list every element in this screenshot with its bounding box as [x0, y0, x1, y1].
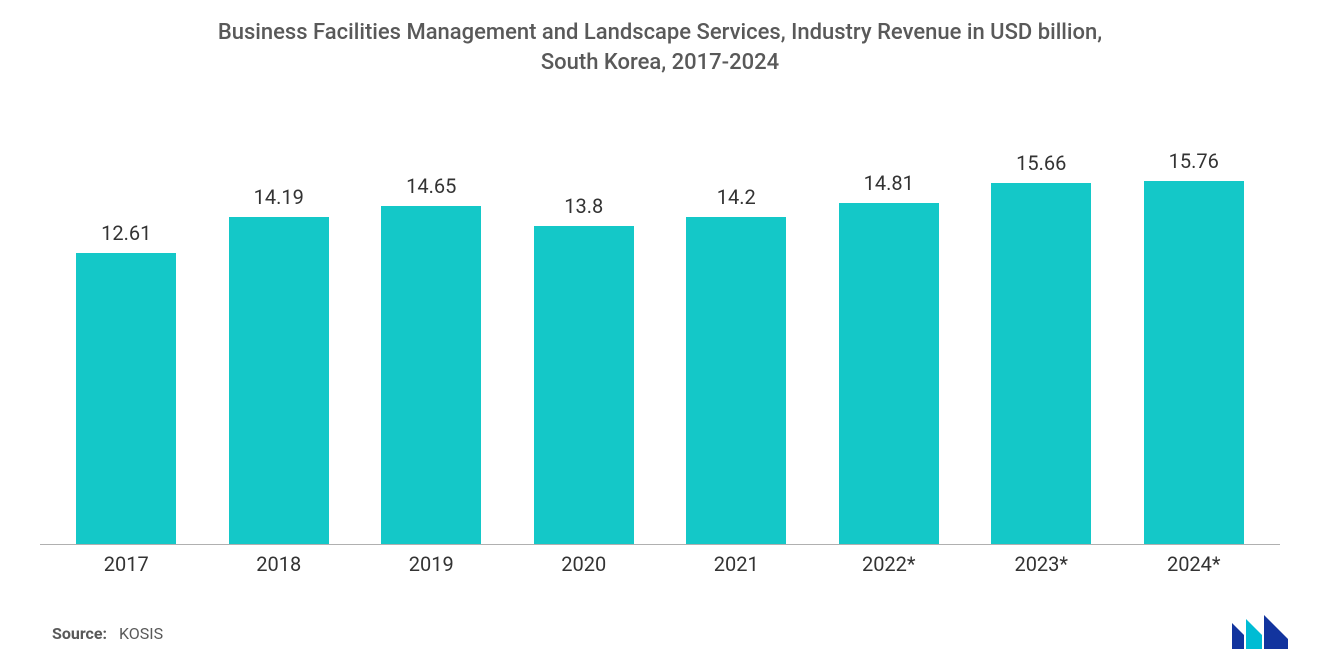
x-axis-label: 2024*: [1118, 552, 1271, 576]
bar-value-label: 13.8: [564, 194, 603, 218]
bar-group: 13.8: [508, 130, 661, 544]
bars-container: 12.61 14.19 14.65 13.8 14.2 14.81 15.66 15.76: [40, 130, 1280, 544]
bar-value-label: 14.2: [717, 185, 756, 209]
bar-group: 14.65: [355, 130, 508, 544]
chart-title: Business Facilities Management and Lands…: [0, 0, 1320, 87]
bar-value-label: 14.81: [864, 171, 914, 195]
mordor-intelligence-logo: [1230, 613, 1292, 651]
x-axis-labels: 201720182019202020212022*2023*2024*: [40, 552, 1280, 576]
bar: [686, 217, 786, 544]
bar-value-label: 14.19: [254, 185, 304, 209]
x-axis-label: 2020: [508, 552, 661, 576]
chart-title-line1: Business Facilities Management and Lands…: [60, 18, 1260, 48]
x-axis-label: 2021: [660, 552, 813, 576]
x-axis-label: 2017: [50, 552, 203, 576]
source-attribution: Source: KOSIS: [52, 624, 163, 643]
x-axis-label: 2023*: [965, 552, 1118, 576]
bar: [991, 183, 1091, 544]
bar: [534, 226, 634, 544]
bar-group: 14.19: [203, 130, 356, 544]
bar-group: 15.66: [965, 130, 1118, 544]
bar-value-label: 12.61: [101, 221, 151, 245]
bar-group: 14.81: [813, 130, 966, 544]
bar-group: 12.61: [50, 130, 203, 544]
chart-title-line2: South Korea, 2017-2024: [60, 48, 1260, 78]
source-label: Source:: [52, 624, 107, 643]
bar-value-label: 15.66: [1016, 151, 1066, 175]
x-axis-label: 2019: [355, 552, 508, 576]
bar-group: 14.2: [660, 130, 813, 544]
bar: [381, 206, 481, 544]
bar-value-label: 15.76: [1169, 149, 1219, 173]
x-axis-label: 2018: [203, 552, 356, 576]
bar: [229, 217, 329, 544]
source-text: [111, 624, 119, 643]
chart-plot-area: 12.61 14.19 14.65 13.8 14.2 14.81 15.66 15.76: [40, 130, 1280, 545]
bar: [1144, 181, 1244, 544]
bar-group: 15.76: [1118, 130, 1271, 544]
bar: [839, 203, 939, 544]
bar: [76, 253, 176, 544]
x-axis-label: 2022*: [813, 552, 966, 576]
bar-value-label: 14.65: [406, 174, 456, 198]
source-value: KOSIS: [119, 624, 163, 643]
